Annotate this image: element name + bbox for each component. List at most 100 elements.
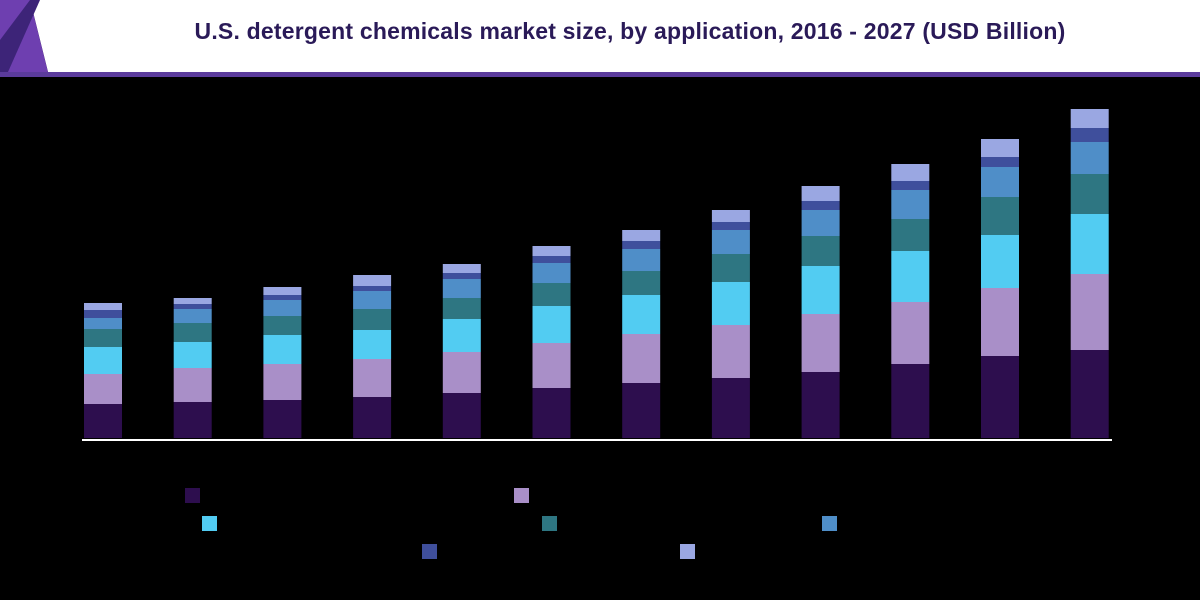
bar-segment [173,323,212,342]
bar-segment [981,167,1019,197]
bar-segment [981,288,1019,356]
header-left-accent-dark [0,0,40,72]
bar-segment [622,241,661,249]
legend [185,488,837,559]
legend-swatch [202,516,217,531]
bar-segment [532,246,571,256]
bar-group [84,109,1109,438]
bar-segment [263,287,302,295]
bar-segment [353,286,392,291]
bar-segment [442,393,481,438]
bar-segment [263,316,302,335]
bar-segment [263,364,302,400]
bar-segment [442,319,481,352]
bar-segment [353,330,392,359]
bar-segment [891,190,930,219]
bar-segment [801,210,840,236]
bar-segment [1070,128,1109,142]
bar-segment [622,249,661,271]
legend-swatch [680,544,695,559]
bar-segment [891,181,930,190]
bar-segment [532,306,571,343]
bar-segment [801,186,840,201]
legend-swatch [514,488,529,503]
bar-segment [442,298,481,319]
legend-swatch [542,516,557,531]
bar-segment [622,230,661,241]
bar-segment [263,400,302,438]
bar-segment [801,372,840,438]
header-underline [0,72,1200,77]
bar-segment [353,397,392,438]
bar-segment [1070,109,1109,128]
bar-segment [353,359,392,397]
bar-segment [1070,274,1109,350]
bar-segment [711,378,750,438]
bar-segment [173,342,212,368]
bar-segment [1070,142,1109,174]
bar-segment [532,256,571,263]
chart-header: U.S. detergent chemicals market size, by… [0,0,1200,80]
bar-segment [442,273,481,279]
bar-segment [353,309,392,330]
bar-segment [84,329,122,347]
bar-segment [622,295,661,334]
bar-segment [1070,174,1109,214]
bar-segment [442,264,481,273]
bar-segment [532,388,571,438]
bar-segment [263,335,302,364]
bar-segment [84,404,122,438]
bar-segment [981,356,1019,438]
bar-segment [173,368,212,402]
legend-swatch [422,544,437,559]
header-white-band [30,0,1200,72]
bar-segment [891,164,930,181]
bar-segment [891,219,930,251]
bar-segment [981,235,1019,288]
bar-segment [711,325,750,378]
bar-segment [801,314,840,372]
bar-segment [622,334,661,383]
bar-segment [711,254,750,282]
bar-segment [711,222,750,230]
bar-segment [891,302,930,364]
bar-segment [891,251,930,302]
bar-segment [622,383,661,438]
bar-segment [891,364,930,438]
bar-segment [263,295,302,300]
bar-segment [84,310,122,318]
bar-segment [981,197,1019,235]
bar-segment [801,266,840,314]
bar-segment [173,402,212,438]
bar-segment [711,230,750,254]
bar-segment [532,343,571,388]
bar-segment [801,201,840,210]
bar-segment [711,210,750,222]
chart-title: U.S. detergent chemicals market size, by… [194,18,1066,44]
bar-segment [353,275,392,286]
bar-segment [353,291,392,309]
bar-segment [981,139,1019,157]
bar-segment [1070,350,1109,438]
bar-segment [84,318,122,329]
bar-segment [263,300,302,316]
legend-swatch [822,516,837,531]
bar-segment [84,374,122,404]
bar-segment [173,309,212,323]
bar-segment [84,347,122,374]
bar-segment [442,279,481,298]
header-banner [0,0,1200,77]
bar-segment [801,236,840,266]
bar-segment [1070,214,1109,274]
bar-segment [442,352,481,393]
bar-segment [711,282,750,325]
bar-segment [173,304,212,309]
bar-segment [173,298,212,304]
bar-segment [981,157,1019,167]
bar-segment [622,271,661,295]
bar-segment [84,303,122,310]
legend-swatch [185,488,200,503]
bar-segment [532,283,571,306]
bar-segment [532,263,571,283]
